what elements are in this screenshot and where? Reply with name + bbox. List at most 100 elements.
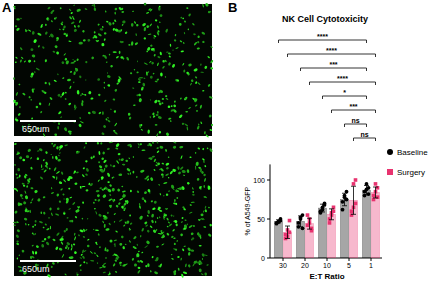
cell: [52, 156, 54, 159]
point: [288, 219, 292, 223]
cell: [41, 240, 44, 242]
cell: [16, 18, 20, 21]
cell: [120, 56, 123, 59]
cell: [84, 94, 87, 96]
cell: [123, 207, 126, 211]
cell: [183, 174, 185, 176]
cell: [152, 229, 157, 234]
error-bar: [285, 226, 290, 238]
cell: [37, 45, 40, 48]
cell: [16, 176, 19, 179]
cell: [113, 253, 118, 256]
cell: [139, 143, 142, 146]
cell: [187, 169, 190, 173]
point: [350, 209, 354, 213]
cell: [98, 161, 100, 163]
cell: [187, 264, 190, 268]
cell: [211, 124, 214, 127]
cell: [176, 240, 177, 242]
cell: [82, 202, 84, 204]
cell: [80, 186, 82, 189]
cell: [59, 181, 63, 184]
cell: [82, 167, 85, 170]
chart-title: NK Cell Cytotoxicity: [282, 14, 368, 24]
error-cap: [373, 197, 378, 198]
cell: [132, 10, 134, 12]
bar: [328, 214, 336, 258]
cell: [30, 157, 33, 160]
cell: [80, 94, 83, 97]
cell: [174, 199, 176, 202]
cell: [98, 165, 102, 169]
cell: [57, 93, 61, 97]
bar: [297, 221, 305, 258]
cell: [193, 42, 197, 46]
cell: [200, 63, 201, 65]
cell: [124, 221, 127, 224]
cell: [147, 263, 150, 267]
cell: [140, 124, 142, 126]
cell: [57, 126, 59, 130]
cell: [171, 236, 174, 239]
cell: [171, 105, 173, 107]
point: [352, 182, 356, 186]
cell: [199, 268, 202, 272]
cell: [19, 193, 23, 197]
cell: [121, 205, 124, 208]
cell: [63, 211, 65, 213]
cell: [56, 232, 60, 236]
cell: [96, 194, 100, 198]
cell: [149, 225, 152, 228]
cell: [114, 28, 119, 32]
cell: [19, 174, 21, 177]
x-tick-label: 10: [323, 262, 331, 269]
cell: [157, 25, 160, 29]
cell: [183, 96, 188, 101]
cell: [59, 200, 62, 203]
cell: [197, 232, 200, 236]
cell: [126, 168, 131, 173]
cell: [23, 201, 27, 205]
panel-label: B: [228, 0, 237, 15]
cell: [30, 75, 33, 78]
cell: [183, 245, 186, 247]
cell: [200, 213, 203, 216]
significance-bracket: *: [323, 89, 367, 100]
cell: [84, 8, 87, 10]
cell: [158, 184, 160, 186]
cell: [103, 159, 107, 163]
cell: [63, 179, 67, 183]
cell: [122, 194, 127, 199]
cell: [30, 256, 32, 259]
cell: [79, 117, 81, 119]
cell: [72, 59, 74, 61]
cell: [185, 111, 188, 113]
cell: [68, 208, 71, 210]
cell: [59, 28, 61, 30]
cell: [175, 189, 179, 193]
cell: [49, 97, 53, 101]
cell: [136, 253, 140, 258]
error-bar: [307, 218, 312, 229]
cell: [204, 65, 208, 69]
cell: [129, 228, 131, 230]
cell: [146, 50, 148, 52]
cell: [103, 262, 107, 265]
cell: [172, 229, 175, 232]
cell: [149, 75, 153, 79]
x-tick-label: 1: [369, 262, 373, 269]
cell: [17, 151, 19, 153]
cell: [76, 58, 78, 61]
significance-label: ns: [351, 117, 359, 124]
cell: [45, 151, 48, 154]
cell: [65, 197, 69, 201]
cell: [133, 104, 136, 106]
cell: [40, 211, 42, 214]
cell: [96, 40, 99, 43]
cell: [199, 186, 202, 190]
cell: [93, 4, 95, 7]
cell: [104, 247, 106, 251]
cell: [188, 252, 191, 256]
cell: [145, 224, 148, 227]
cell: [43, 212, 46, 215]
